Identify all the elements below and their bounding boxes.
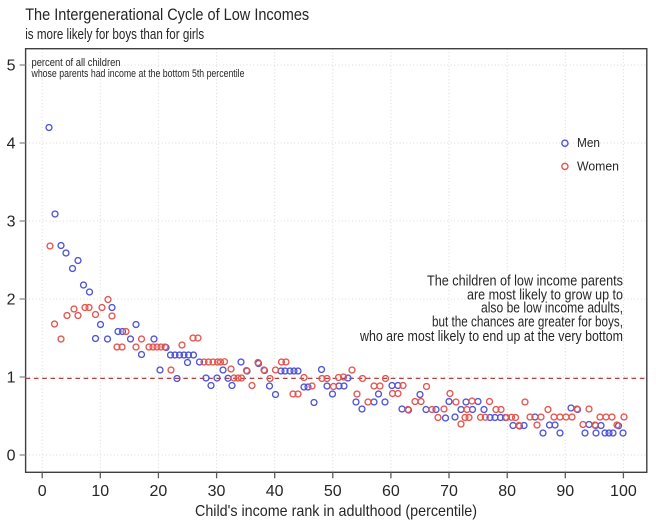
svg-text:40: 40 <box>266 483 284 500</box>
svg-text:whose parents had income at th: whose parents had income at the bottom 5… <box>31 68 245 80</box>
svg-text:also be low income adults,: also be low income adults, <box>481 300 623 317</box>
svg-text:10: 10 <box>91 483 109 500</box>
svg-text:20: 20 <box>150 483 168 500</box>
svg-text:50: 50 <box>324 483 342 500</box>
svg-text:1: 1 <box>7 370 16 387</box>
svg-text:80: 80 <box>498 483 516 500</box>
svg-text:is more likely for boys than f: is more likely for boys than for girls <box>25 26 204 43</box>
svg-text:The Intergenerational Cycle of: The Intergenerational Cycle of Low Incom… <box>25 6 309 24</box>
svg-text:100: 100 <box>610 483 637 500</box>
svg-text:The children of low income par: The children of low income parents <box>427 273 623 290</box>
svg-text:0: 0 <box>38 483 47 500</box>
svg-text:70: 70 <box>440 483 458 500</box>
svg-text:0: 0 <box>7 448 16 465</box>
svg-text:3: 3 <box>7 214 16 231</box>
svg-text:Child's income rank in adultho: Child's income rank in adulthood (percen… <box>195 503 477 520</box>
svg-text:4: 4 <box>7 136 16 153</box>
svg-text:who are most likely to end up: who are most likely to end up at the ver… <box>359 328 623 345</box>
svg-text:are most likely to grow up to: are most likely to grow up to <box>467 286 623 303</box>
svg-text:but the chances are greater fo: but the chances are greater for boys, <box>432 314 623 331</box>
svg-text:Men: Men <box>577 135 600 150</box>
svg-text:60: 60 <box>382 483 400 500</box>
svg-text:30: 30 <box>208 483 226 500</box>
svg-text:5: 5 <box>7 58 16 75</box>
svg-text:percent of all children: percent of all children <box>32 57 121 69</box>
svg-text:90: 90 <box>556 483 574 500</box>
svg-text:Women: Women <box>577 159 619 174</box>
svg-text:2: 2 <box>7 292 16 309</box>
